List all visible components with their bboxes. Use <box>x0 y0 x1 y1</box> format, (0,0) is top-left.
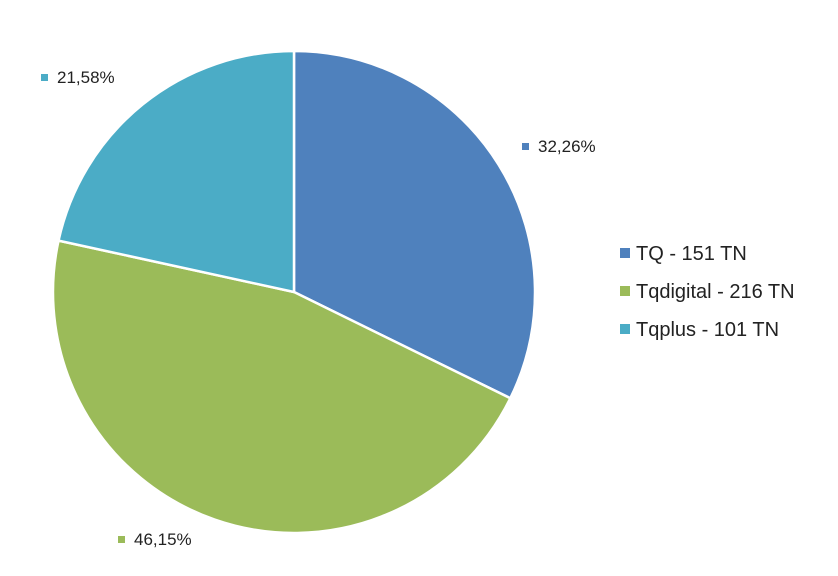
legend-label-3: Tqplus - 101 TN <box>636 319 779 341</box>
pie-slices <box>51 49 537 535</box>
pie-slice-3 <box>57 49 296 294</box>
data-label-marker-1 <box>522 143 529 150</box>
data-label-marker-3 <box>41 74 48 81</box>
data-label-2: 46,15% <box>134 530 192 549</box>
data-labels: 32,26% 46,15% 21,58% <box>41 68 596 549</box>
legend-label-2: Tqdigital - 216 TN <box>636 281 795 303</box>
legend-swatch-3 <box>620 324 630 334</box>
pie-slice-2 <box>51 239 512 535</box>
legend-label-1: TQ - 151 TN <box>636 243 747 265</box>
data-label-3: 21,58% <box>57 68 115 87</box>
data-label-1: 32,26% <box>538 137 596 156</box>
legend-swatch-1 <box>620 248 630 258</box>
pie-slice-1 <box>292 49 537 400</box>
data-label-marker-2 <box>118 536 125 543</box>
legend-swatch-2 <box>620 286 630 296</box>
legend: TQ - 151 TN Tqdigital - 216 TN Tqplus - 10… <box>620 243 795 341</box>
